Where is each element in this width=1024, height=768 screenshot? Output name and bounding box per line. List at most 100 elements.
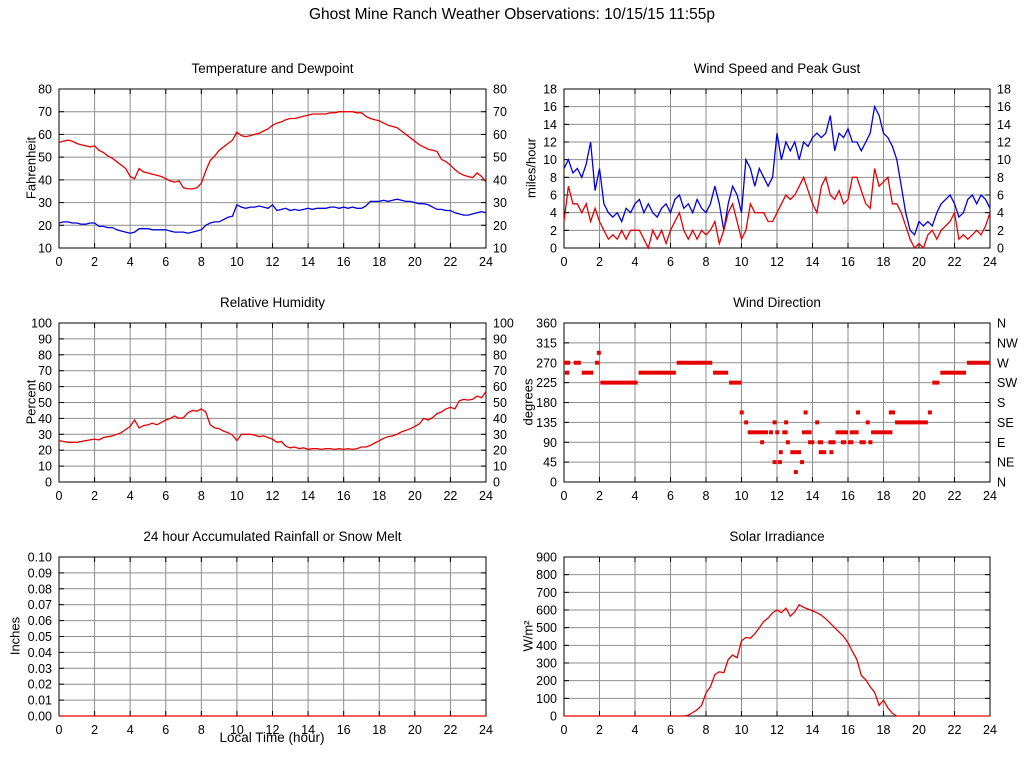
x-tick-label: 20 bbox=[408, 255, 422, 269]
y-tick-label-right: 0 bbox=[997, 242, 1004, 256]
y-tick-label-right: 16 bbox=[997, 100, 1011, 114]
y-tick-label-right: 60 bbox=[493, 380, 507, 394]
y-tick-label: 800 bbox=[536, 568, 557, 582]
y-tick-label: 200 bbox=[536, 674, 557, 688]
x-tick-label: 22 bbox=[948, 489, 962, 503]
series-wind-direction-segment bbox=[747, 430, 769, 435]
y-tick-label-right: 50 bbox=[493, 396, 507, 410]
series-wind-direction-segment bbox=[815, 420, 820, 425]
x-tick-label: 20 bbox=[912, 723, 926, 737]
y-tick-label-right: 14 bbox=[997, 118, 1011, 132]
series-wind-direction-segment bbox=[564, 370, 570, 375]
series-wind-direction-segment bbox=[782, 430, 788, 435]
series-irradiance bbox=[564, 603, 990, 717]
y-tick-label-right: 80 bbox=[493, 348, 507, 362]
x-tick-label: 10 bbox=[230, 489, 244, 503]
series-wind-direction-segment bbox=[744, 420, 749, 425]
y-tick-label: 0.02 bbox=[28, 678, 52, 692]
x-tick-label: 8 bbox=[198, 723, 205, 737]
y-tick-label: 135 bbox=[536, 416, 557, 430]
y-tick-label: 360 bbox=[536, 317, 557, 331]
x-tick-label: 2 bbox=[91, 255, 98, 269]
x-tick-label: 0 bbox=[56, 489, 63, 503]
y-tick-label-right: 80 bbox=[493, 83, 507, 97]
x-tick-label: 0 bbox=[561, 723, 568, 737]
series-wind-direction-segment bbox=[784, 420, 789, 425]
y-tick-label: 18 bbox=[543, 83, 557, 97]
y-tick-label: 4 bbox=[550, 206, 557, 220]
x-tick-label: 4 bbox=[632, 489, 639, 503]
x-tick-label: 0 bbox=[56, 723, 63, 737]
y-tick-label-right: 50 bbox=[493, 151, 507, 165]
series-peak-gust bbox=[563, 104, 991, 237]
x-tick-label: 22 bbox=[443, 489, 457, 503]
series-wind-direction-segment bbox=[803, 410, 808, 415]
y-tick-label: 300 bbox=[536, 657, 557, 671]
y-tick-label: 30 bbox=[38, 428, 52, 442]
y-tick-label: 60 bbox=[38, 128, 52, 142]
chart-title-solar-irradiance: Solar Irradiance bbox=[729, 529, 825, 544]
y-tick-label-right: 40 bbox=[493, 173, 507, 187]
y-tick-label: 10 bbox=[543, 153, 557, 167]
y-tick-label: 0.06 bbox=[28, 614, 52, 628]
y-tick-label-right: E bbox=[997, 436, 1005, 450]
series-wind-direction-segment bbox=[835, 430, 848, 435]
x-axis-label-local-time: Local Time (hour) bbox=[219, 730, 325, 745]
y-tick-label: 6 bbox=[550, 189, 557, 203]
series-wind-direction-segment bbox=[772, 420, 777, 425]
y-tick-label-right: 40 bbox=[493, 412, 507, 426]
series-wind-direction-segment bbox=[775, 430, 780, 435]
x-tick-label: 4 bbox=[127, 255, 134, 269]
y-tick-label: 80 bbox=[38, 83, 52, 97]
series-wind-direction-segment bbox=[818, 450, 823, 455]
x-tick-label: 6 bbox=[162, 723, 169, 737]
y-tick-label-right: 0 bbox=[493, 476, 500, 490]
x-tick-label: 22 bbox=[948, 723, 962, 737]
x-tick-label: 8 bbox=[703, 723, 710, 737]
y-tick-label: 0.05 bbox=[28, 630, 52, 644]
y-tick-label-right: 2 bbox=[997, 224, 1004, 238]
series-wind-direction-segment bbox=[564, 360, 571, 365]
y-tick-label: 2 bbox=[550, 224, 557, 238]
y-tick-label-right: 6 bbox=[997, 189, 1004, 203]
y-tick-label-right: N bbox=[997, 476, 1006, 490]
series-wind-direction-segment bbox=[859, 440, 866, 445]
y-tick-label: 100 bbox=[31, 317, 52, 331]
x-tick-label: 12 bbox=[266, 723, 280, 737]
y-tick-label-right: 70 bbox=[493, 364, 507, 378]
chart-title-temperature-dewpoint: Temperature and Dewpoint bbox=[191, 61, 354, 76]
x-tick-label: 18 bbox=[877, 255, 891, 269]
x-tick-label: 6 bbox=[162, 489, 169, 503]
y-tick-label: 0 bbox=[550, 242, 557, 256]
series-wind-direction-segment bbox=[871, 430, 893, 435]
x-tick-label: 24 bbox=[983, 255, 997, 269]
x-tick-label: 24 bbox=[983, 489, 997, 503]
x-tick-label: 16 bbox=[841, 255, 855, 269]
series-wind-direction-segment bbox=[801, 430, 812, 435]
x-tick-label: 8 bbox=[703, 255, 710, 269]
x-tick-label: 18 bbox=[877, 489, 891, 503]
y-tick-label: 16 bbox=[543, 100, 557, 114]
x-tick-label: 0 bbox=[561, 255, 568, 269]
series-wind-direction-segment bbox=[829, 450, 834, 455]
x-tick-label: 18 bbox=[877, 723, 891, 737]
x-tick-label: 24 bbox=[479, 489, 493, 503]
y-tick-label-right: 70 bbox=[493, 105, 507, 119]
y-tick-label: 500 bbox=[536, 621, 557, 635]
series-wind-direction-segment bbox=[573, 360, 581, 365]
y-tick-label: 40 bbox=[38, 173, 52, 187]
series-wind-direction-segment bbox=[785, 440, 790, 445]
x-tick-label: 18 bbox=[372, 255, 386, 269]
y-tick-label: 14 bbox=[543, 118, 557, 132]
y-tick-label-right: SW bbox=[997, 376, 1017, 390]
y-tick-label-right: 20 bbox=[493, 219, 507, 233]
series-temperature bbox=[58, 111, 487, 190]
y-tick-label: 20 bbox=[38, 219, 52, 233]
y-tick-label-right: 90 bbox=[493, 332, 507, 346]
series-dewpoint bbox=[58, 198, 487, 234]
x-tick-label: 10 bbox=[230, 255, 244, 269]
series-wind-direction-segment bbox=[800, 460, 805, 465]
series-wind-direction-segment bbox=[848, 440, 854, 445]
